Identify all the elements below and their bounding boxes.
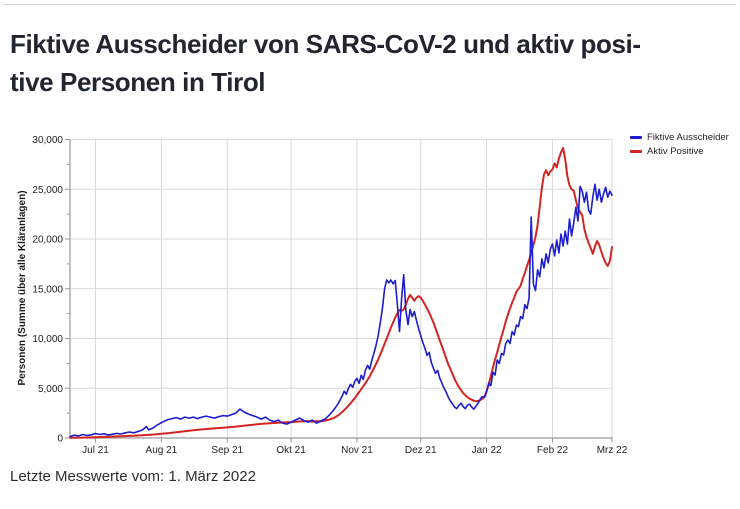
y-tick-label: 0 (57, 434, 63, 445)
y-tick-label: 30,000 (32, 135, 63, 146)
x-tick-label: Aug 21 (146, 445, 178, 456)
tick-marks (65, 139, 613, 443)
chart-canvas: Jul 21 Aug 21 Sep 21 Okt 21 Nov 21 Dez 21 Jan … (17, 135, 628, 456)
page-title-line-1: Fiktive Ausscheider von SARS-CoV-2 und a… (10, 29, 641, 60)
x-tick-label: Nov 21 (341, 445, 373, 456)
legend-swatch-aktiv-positive (630, 150, 642, 153)
y-tick-labels: 0 5,000 10,000 15,000 20,000 25,000 30,000 (32, 135, 63, 445)
legend-swatch-fiktive-ausscheider (630, 136, 642, 139)
y-axis-title: Personen (Summe über alle Kläranlagen) (17, 190, 28, 385)
x-tick-label: Feb 22 (537, 445, 569, 456)
x-tick-label: Okt 21 (276, 445, 306, 456)
last-measurement-note: Letzte Messwerte vom: 1. März 2022 (10, 468, 256, 485)
y-tick-label: 25,000 (32, 185, 63, 196)
x-tick-label: Jul 21 (82, 445, 109, 456)
x-tick-label: Jan 22 (472, 445, 502, 456)
x-tick-label: Sep 21 (211, 445, 243, 456)
series-line-fiktive-ausscheider (69, 183, 613, 438)
top-divider (3, 4, 736, 5)
y-tick-label: 20,000 (32, 235, 63, 246)
y-tick-label: 15,000 (32, 284, 63, 295)
legend-item-fiktive-ausscheider[interactable]: Fiktive Ausscheider (630, 132, 729, 143)
page-title: Fiktive Ausscheider von SARS-CoV-2 und a… (10, 25, 738, 101)
x-tick-label: Mrz 22 (597, 445, 628, 456)
x-tick-label: Dez 21 (405, 445, 437, 456)
page-title-line-2: tive Personen in Tirol (10, 67, 266, 98)
y-tick-label: 10,000 (32, 334, 63, 345)
y-tick-label: 5,000 (38, 384, 63, 395)
series-lines (69, 147, 613, 439)
chart-area: Jul 21 Aug 21 Sep 21 Okt 21 Nov 21 Dez 21 Jan … (17, 132, 729, 456)
legend-item-aktiv-positive[interactable]: Aktiv Positive (630, 146, 729, 157)
series-line-aktiv-positive (69, 147, 613, 439)
gridlines (70, 139, 613, 438)
legend-label-aktiv-positive: Aktiv Positive (647, 146, 704, 157)
legend-label-fiktive-ausscheider: Fiktive Ausscheider (647, 132, 729, 143)
chart-legend: Fiktive Ausscheider Aktiv Positive (630, 132, 729, 157)
x-tick-labels: Jul 21 Aug 21 Sep 21 Okt 21 Nov 21 Dez 21 Jan … (82, 445, 628, 456)
